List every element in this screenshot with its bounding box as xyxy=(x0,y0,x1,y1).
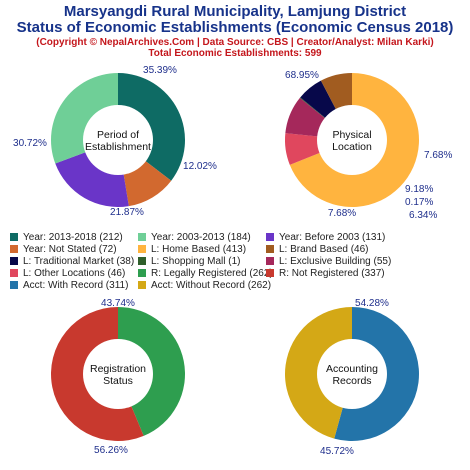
legend-item: L: Home Based (413) xyxy=(138,244,246,255)
legend-item: L: Other Locations (46) xyxy=(10,268,125,279)
donut-slice xyxy=(300,80,339,122)
donut-hole xyxy=(317,339,387,409)
data-label: 43.74% xyxy=(101,298,135,309)
data-label: 9.18% xyxy=(405,184,433,195)
legend-label: Year: 2003-2013 (184) xyxy=(151,232,251,243)
legend-item: L: Traditional Market (38) xyxy=(10,256,134,267)
legend-swatch xyxy=(10,233,18,241)
legend-swatch xyxy=(266,233,274,241)
donut-center-label: Registration xyxy=(90,363,146,375)
legend-label: Acct: With Record (311) xyxy=(23,280,129,291)
donut-center-label: Status xyxy=(103,375,133,387)
legend-item: Year: Not Stated (72) xyxy=(10,244,117,255)
legend-swatch xyxy=(10,257,18,265)
legend-item: L: Exclusive Building (55) xyxy=(266,256,391,267)
chart-title-line2: Status of Economic Establishments (Econo… xyxy=(16,19,454,36)
data-label: 21.87% xyxy=(110,207,144,218)
data-label: 0.17% xyxy=(405,197,433,208)
legend-swatch xyxy=(138,269,146,277)
legend-item: Year: Before 2003 (131) xyxy=(266,232,385,243)
copyright-source-line: (Copyright © NepalArchives.Com | Data So… xyxy=(36,37,434,48)
legend-swatch xyxy=(138,245,146,253)
data-label: 30.72% xyxy=(13,138,47,149)
legend-label: R: Not Registered (337) xyxy=(279,268,385,279)
donut-hole xyxy=(317,105,387,175)
data-label: 56.26% xyxy=(94,445,128,456)
donut-slice xyxy=(285,133,326,165)
data-label: 7.68% xyxy=(424,150,452,161)
legend-swatch xyxy=(10,245,18,253)
data-label: 6.34% xyxy=(409,210,437,221)
legend-label: L: Home Based (413) xyxy=(151,244,247,255)
donut-slice xyxy=(320,73,352,115)
donut-center-label: Location xyxy=(332,141,372,153)
legend-swatch xyxy=(138,233,146,241)
donut-center-label: Period of xyxy=(97,129,139,141)
donut-center-label: Accounting xyxy=(326,363,378,375)
legend-label: L: Exclusive Building (55) xyxy=(279,256,392,267)
legend-label: Acct: Without Record (262) xyxy=(151,280,272,291)
donut-slice xyxy=(55,150,129,207)
legend-item: Year: 2003-2013 (184) xyxy=(138,232,251,243)
legend-item: L: Brand Based (46) xyxy=(266,244,369,255)
legend-label: L: Shopping Mall (1) xyxy=(151,256,241,267)
legend-label: Year: Not Stated (72) xyxy=(23,244,117,255)
donut-slice xyxy=(118,73,185,181)
legend-swatch xyxy=(266,269,274,277)
donut-slice xyxy=(285,97,330,138)
legend-swatch xyxy=(266,245,274,253)
donut-center-label: Establishment xyxy=(85,141,151,153)
legend-swatch xyxy=(138,257,146,265)
legend-item: L: Shopping Mall (1) xyxy=(138,256,241,267)
data-label: 45.72% xyxy=(320,446,354,457)
legend-item: Acct: With Record (311) xyxy=(10,280,128,291)
legend-item: R: Legally Registered (262) xyxy=(138,268,273,279)
legend-label: R: Legally Registered (262) xyxy=(151,268,273,279)
donut-center-label: Records xyxy=(332,375,371,387)
legend-label: Year: Before 2003 (131) xyxy=(279,232,386,243)
donut-hole xyxy=(83,105,153,175)
legend-swatch xyxy=(10,269,18,277)
legend-label: L: Other Locations (46) xyxy=(23,268,126,279)
donut-slice xyxy=(289,73,419,207)
data-label: 54.28% xyxy=(355,298,389,309)
legend-item: R: Not Registered (337) xyxy=(266,268,385,279)
legend-label: L: Traditional Market (38) xyxy=(23,256,135,267)
legend-swatch xyxy=(10,281,18,289)
data-label: 35.39% xyxy=(143,65,177,76)
donut-hole xyxy=(83,339,153,409)
legend-swatch xyxy=(138,281,146,289)
legend-item: Year: 2013-2018 (212) xyxy=(10,232,123,243)
data-label: 12.02% xyxy=(183,161,217,172)
legend-label: L: Brand Based (46) xyxy=(279,244,369,255)
total-establishments: Total Economic Establishments: 599 xyxy=(148,48,322,59)
donut-slice xyxy=(50,73,118,164)
chart-title-line1: Marsyangdi Rural Municipality, Lamjung D… xyxy=(63,3,407,20)
legend-label: Year: 2013-2018 (212) xyxy=(23,232,123,243)
legend-item: Acct: Without Record (262) xyxy=(138,280,271,291)
data-label: 7.68% xyxy=(328,208,356,219)
data-label: 68.95% xyxy=(285,70,319,81)
legend-swatch xyxy=(266,257,274,265)
donut-center-label: Physical xyxy=(332,129,371,141)
donut-slice xyxy=(299,97,330,122)
